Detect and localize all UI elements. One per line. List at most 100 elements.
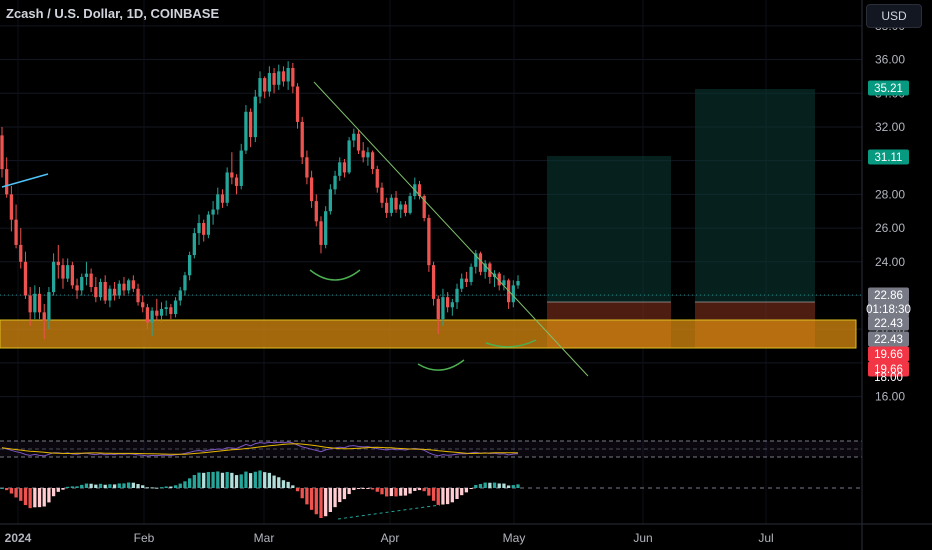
macd-bar — [403, 488, 408, 496]
macd-histogram — [0, 470, 520, 518]
macd-bar — [33, 488, 37, 508]
support-zone[interactable] — [0, 319, 857, 349]
candle-body — [408, 196, 412, 213]
macd-bar — [281, 480, 286, 488]
macd-bar — [178, 483, 182, 488]
divergence-line[interactable] — [337, 504, 441, 520]
price-tag-label: 22.86 — [874, 290, 903, 302]
currency-button[interactable]: USD — [866, 4, 922, 28]
candle-body — [5, 169, 9, 195]
macd-bar — [42, 488, 46, 507]
candle-body — [253, 96, 257, 138]
long-position-target-box-2[interactable] — [695, 89, 815, 302]
x-tick-label: Mar — [254, 531, 275, 545]
candle-body — [258, 78, 262, 97]
candle-body — [338, 162, 342, 176]
macd-bar — [112, 484, 117, 488]
candle-body — [159, 308, 164, 316]
macd-bar — [150, 487, 154, 489]
candle-body — [361, 150, 365, 158]
macd-bar — [488, 482, 492, 488]
symbol-title[interactable]: Zcash / U.S. Dollar, 1D, COINBASE — [6, 6, 220, 21]
candle-body — [342, 162, 347, 173]
macd-bar — [478, 483, 483, 488]
candle-body — [131, 280, 135, 289]
candle-body — [61, 265, 65, 279]
candle-body — [441, 297, 445, 320]
rsi-band — [0, 441, 862, 457]
macd-bar — [455, 488, 459, 499]
candle-body — [300, 121, 304, 158]
candle-body — [108, 288, 112, 301]
macd-bar — [248, 473, 253, 488]
candle-body — [216, 194, 220, 210]
macd-bar — [70, 486, 75, 488]
macd-bar — [450, 488, 454, 503]
x-tick-label: Jul — [758, 531, 773, 545]
candle-body — [89, 273, 93, 288]
candle-body — [460, 278, 464, 289]
head-arc[interactable] — [417, 359, 465, 371]
macd-bar — [338, 488, 342, 503]
long-position-target-box-1[interactable] — [547, 156, 671, 302]
candle-body — [375, 169, 379, 188]
macd-bar — [324, 488, 328, 517]
candle-body — [192, 233, 196, 256]
candle-body — [14, 219, 18, 245]
candle-body — [417, 184, 422, 197]
candle-body — [225, 172, 229, 203]
right-shoulder-arc[interactable] — [485, 339, 537, 348]
candle-body — [324, 211, 328, 245]
candle-body — [155, 310, 159, 316]
left-shoulder-arc[interactable] — [309, 269, 361, 281]
macd-bar — [117, 483, 121, 488]
candle-body — [281, 71, 286, 82]
macd-bar — [422, 488, 426, 492]
candle-body — [220, 194, 225, 203]
candle-body — [403, 204, 408, 213]
candle-body — [455, 288, 459, 303]
macd-bar — [258, 470, 262, 488]
macd-bar — [5, 488, 9, 491]
macd-panel — [0, 470, 862, 520]
macd-bar — [474, 484, 478, 488]
candle-body — [394, 197, 398, 210]
candle-body — [328, 189, 333, 212]
candle-body — [244, 111, 248, 151]
candle-body — [469, 266, 473, 282]
macd-bar — [122, 483, 126, 488]
macd-bar — [385, 488, 389, 497]
macd-bar — [206, 472, 211, 488]
price-tag — [868, 315, 909, 331]
candle-body — [127, 280, 131, 291]
blue-trendline[interactable] — [1, 173, 49, 188]
candle-body — [356, 133, 361, 151]
y-tick-label: 36.00 — [875, 53, 905, 67]
candle-body — [309, 177, 314, 202]
candle-body — [136, 288, 140, 303]
candle-body — [37, 293, 42, 313]
y-tick-label: 28.00 — [875, 187, 905, 201]
macd-bar — [295, 488, 300, 492]
macd-bar — [253, 471, 257, 488]
macd-bar — [37, 488, 42, 508]
candle-body — [197, 223, 201, 234]
macd-bar — [333, 488, 337, 508]
candle-body — [206, 214, 211, 235]
macd-bar — [389, 488, 393, 497]
rsi-ma-line — [1, 443, 519, 455]
macd-bar — [19, 488, 23, 501]
macd-bar — [370, 488, 375, 490]
candle-body — [112, 288, 117, 296]
macd-bar — [277, 477, 281, 488]
descending-trendline[interactable] — [313, 81, 589, 377]
macd-bar — [427, 488, 431, 496]
macd-bar — [197, 472, 201, 488]
macd-bar — [394, 488, 398, 497]
time-axis[interactable]: 2024 Feb Mar Apr May Jun Jul — [5, 531, 774, 545]
macd-bar — [51, 488, 56, 497]
candle-body — [70, 265, 75, 286]
candle-body — [211, 209, 215, 215]
macd-bar — [244, 471, 248, 488]
